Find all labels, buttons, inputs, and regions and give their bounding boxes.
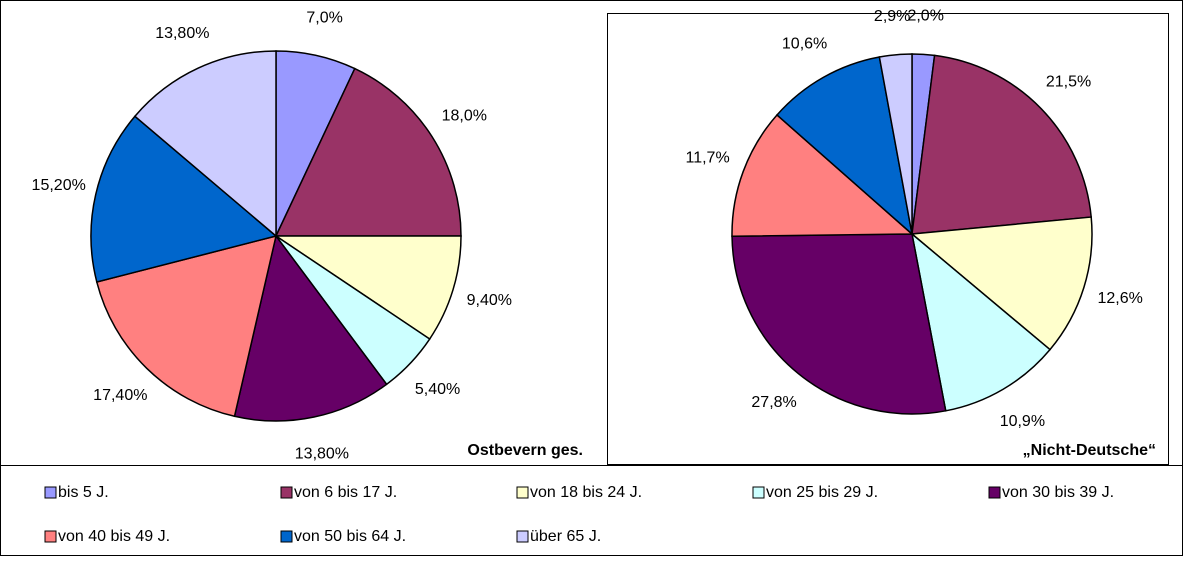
data-label: 15,20% xyxy=(32,177,86,194)
legend-label: bis 5 J. xyxy=(58,484,109,501)
legend-swatch xyxy=(752,486,765,499)
legend-swatch xyxy=(988,486,1001,499)
chart-title: „Nicht-Deutsche“ xyxy=(1023,442,1156,459)
legend-swatch xyxy=(280,530,293,543)
data-label: 13,80% xyxy=(155,25,209,42)
legend-label: von 30 bis 39 J. xyxy=(1002,484,1114,501)
data-label: 9,40% xyxy=(467,292,512,309)
legend-label: von 50 bis 64 J. xyxy=(294,528,406,545)
pie-slice xyxy=(274,67,462,237)
pie-slice xyxy=(910,216,1093,351)
data-label: 2,0% xyxy=(907,8,943,25)
data-label: 5,40% xyxy=(415,381,460,398)
pie-slice xyxy=(911,54,1093,235)
data-label: 7,0% xyxy=(306,10,342,27)
pie-slice xyxy=(878,53,913,235)
data-label: 13,80% xyxy=(295,445,349,462)
data-label: 17,40% xyxy=(93,387,147,404)
pie-slice xyxy=(731,233,947,415)
legend-swatch xyxy=(516,486,529,499)
data-label: 2,9% xyxy=(874,8,910,25)
pie-slice xyxy=(233,234,388,422)
pie-slice xyxy=(731,113,914,238)
data-label: 27,8% xyxy=(751,394,796,411)
pie-slice xyxy=(133,50,277,238)
data-label: 21,5% xyxy=(1046,74,1091,91)
chart-title: Ostbevern ges. xyxy=(467,442,583,459)
data-label: 12,6% xyxy=(1097,290,1142,307)
pie-slice xyxy=(90,115,278,283)
pie-slice xyxy=(775,56,914,236)
legend-swatch xyxy=(44,530,57,543)
legend-swatch xyxy=(44,486,57,499)
legend-label: von 18 bis 24 J. xyxy=(530,484,642,501)
pie-slice xyxy=(273,235,462,341)
pie-slice xyxy=(910,232,1052,412)
legend-swatch xyxy=(280,486,293,499)
plot-frame xyxy=(607,13,1169,465)
legend-label: von 40 bis 49 J. xyxy=(58,528,170,545)
pie-slice xyxy=(95,234,278,418)
legend-swatch xyxy=(516,530,529,543)
data-label: 18,0% xyxy=(442,108,487,125)
legend-label: von 25 bis 29 J. xyxy=(766,484,878,501)
data-label: 11,7% xyxy=(685,149,729,166)
data-label: 10,6% xyxy=(782,36,827,53)
legend-label: von 6 bis 17 J. xyxy=(294,484,397,501)
legend-label: über 65 J. xyxy=(530,528,601,545)
data-label: 10,9% xyxy=(1000,413,1045,430)
